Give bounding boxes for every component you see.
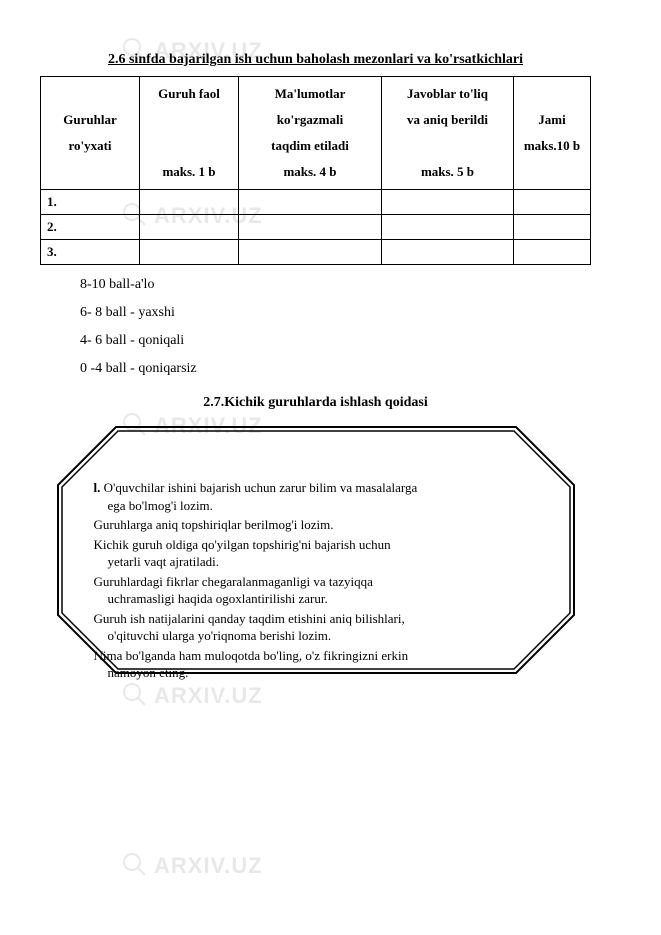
row-label: 2.: [41, 215, 140, 240]
col-header-total: Jami maks.10 b: [514, 77, 591, 190]
cell: [239, 190, 382, 215]
row-label: 1.: [41, 190, 140, 215]
rule-item: l. O'quvchilar ishini bajarish uchun zar…: [94, 479, 538, 514]
rule-item: Nima bo'lganda ham muloqotda bo'ling, o'…: [94, 647, 538, 682]
watermark-text: ARXIV.UZ: [154, 683, 263, 708]
col-header-info: Ma'lumotlar ko'rgazmali taqdim etiladi m…: [239, 77, 382, 190]
table-row: 2.: [41, 215, 591, 240]
cell: [382, 190, 514, 215]
col-header-active: Guruh faol maks. 1 b: [140, 77, 239, 190]
cell: [140, 215, 239, 240]
col-header-answers: Javoblar to'liq va aniq berildi maks. 5 …: [382, 77, 514, 190]
cell: [514, 240, 591, 265]
section-2-6-heading: 2.6 sinfda bajarilgan ish uchun baholash…: [40, 52, 591, 68]
legend-item: 4- 6 ball - qoniqali: [80, 327, 591, 355]
legend-item: 6- 8 ball - yaxshi: [80, 299, 591, 327]
cell: [514, 190, 591, 215]
cell: [514, 215, 591, 240]
watermark: ARXIV.UZ: [120, 850, 263, 884]
legend-item: 0 -4 ball - qoniqarsiz: [80, 355, 591, 383]
rule-item: Guruhlardagi fikrlar chegaralanmaganligi…: [94, 573, 538, 608]
scoring-table: Guruhlar ro'yxati Guruh faol maks. 1 b M…: [40, 76, 591, 265]
cell: [239, 240, 382, 265]
cell: [382, 215, 514, 240]
watermark: ARXIV.UZ: [120, 680, 263, 714]
rule-item: Guruhlarga aniq topshiriqlar berilmog'i …: [94, 516, 538, 534]
table-row: 1.: [41, 190, 591, 215]
watermark-text: ARXIV.UZ: [154, 853, 263, 878]
cell: [140, 190, 239, 215]
rule-item: Guruh ish natijalarini qanday taqdim eti…: [94, 610, 538, 645]
rules-text: l. O'quvchilar ishini bajarish uchun zar…: [94, 479, 538, 684]
legend-item: 8-10 ball-a'lo: [80, 271, 591, 299]
score-legend: 8-10 ball-a'lo 6- 8 ball - yaxshi 4- 6 b…: [80, 271, 591, 383]
table-row: 3.: [41, 240, 591, 265]
rules-octagon: l. O'quvchilar ishini bajarish uchun zar…: [56, 425, 576, 675]
row-label: 3.: [41, 240, 140, 265]
col-header-groups: Guruhlar ro'yxati: [41, 77, 140, 190]
rule-item: Kichik guruh oldiga qo'yilgan topshirig'…: [94, 536, 538, 571]
section-2-7-heading: 2.7.Kichik guruhlarda ishlash qoidasi: [40, 395, 591, 411]
cell: [140, 240, 239, 265]
cell: [382, 240, 514, 265]
cell: [239, 215, 382, 240]
magnifier-icon: [120, 850, 148, 884]
table-header-row: Guruhlar ro'yxati Guruh faol maks. 1 b M…: [41, 77, 591, 190]
magnifier-icon: [120, 680, 148, 714]
